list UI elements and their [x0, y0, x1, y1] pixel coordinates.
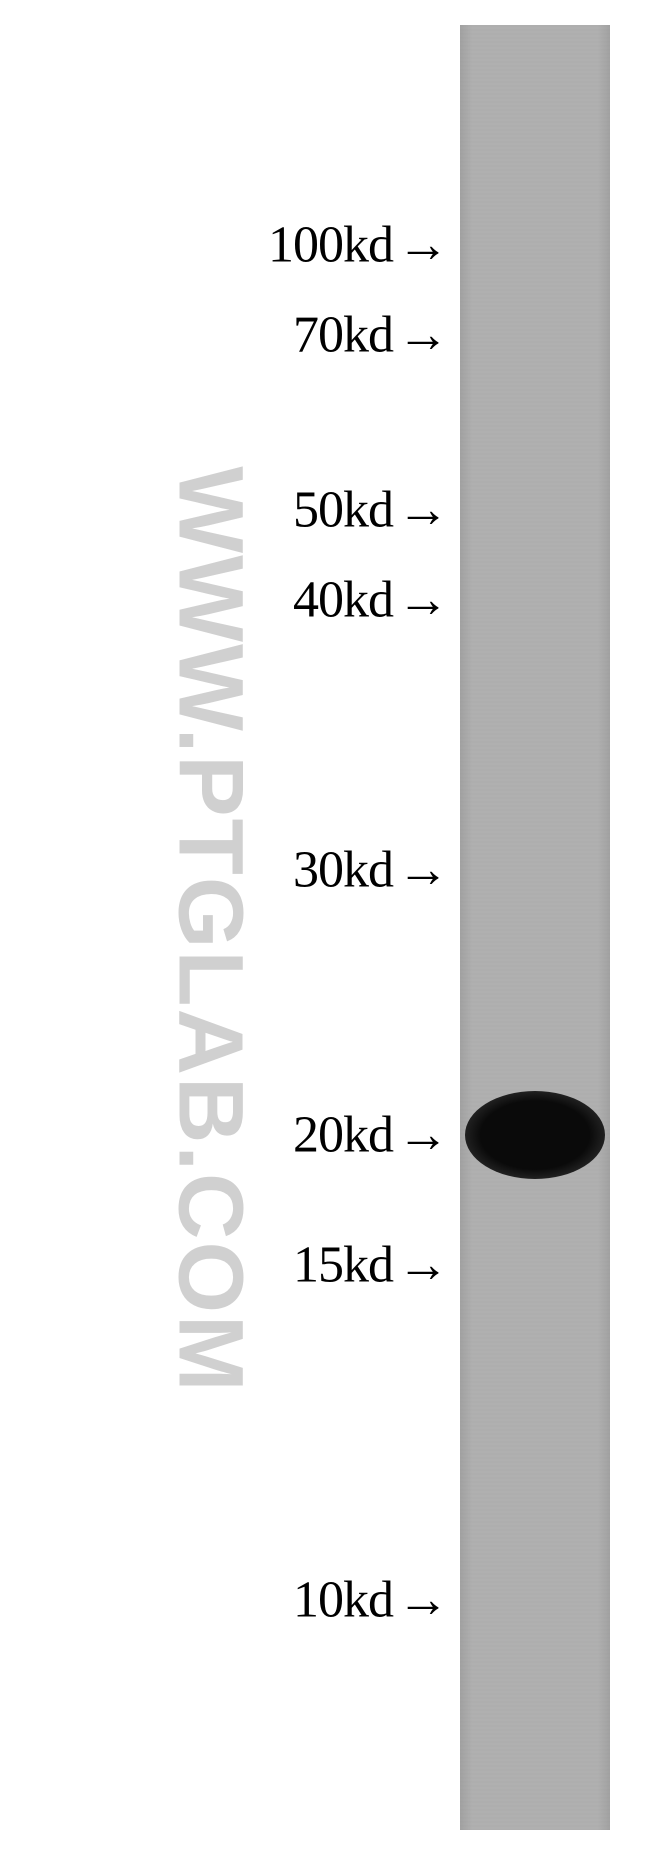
marker-label-40kd: 40kd→	[293, 571, 448, 630]
marker-text: 15kd	[293, 1237, 393, 1294]
blot-container: WWW.PTGLAB.COM 100kd→70kd→50kd→40kd→30kd…	[0, 0, 650, 1855]
arrow-icon: →	[397, 841, 448, 900]
marker-text: 50kd	[293, 482, 393, 539]
marker-text: 30kd	[293, 842, 393, 899]
arrow-icon: →	[397, 1106, 448, 1165]
arrow-icon: →	[397, 1571, 448, 1630]
marker-label-15kd: 15kd→	[293, 1236, 448, 1295]
marker-text: 100kd	[268, 217, 393, 274]
marker-text: 70kd	[293, 307, 393, 364]
marker-text: 20kd	[293, 1107, 393, 1164]
marker-text: 10kd	[293, 1572, 393, 1629]
marker-label-10kd: 10kd→	[293, 1571, 448, 1630]
marker-label-30kd: 30kd→	[293, 841, 448, 900]
marker-label-20kd: 20kd→	[293, 1106, 448, 1165]
arrow-icon: →	[397, 1236, 448, 1295]
marker-text: 40kd	[293, 572, 393, 629]
marker-label-70kd: 70kd→	[293, 306, 448, 365]
marker-label-50kd: 50kd→	[293, 481, 448, 540]
protein-band-0	[465, 1091, 605, 1179]
arrow-icon: →	[397, 306, 448, 365]
arrow-icon: →	[397, 481, 448, 540]
gel-lane	[460, 25, 610, 1830]
arrow-icon: →	[397, 216, 448, 275]
arrow-icon: →	[397, 571, 448, 630]
watermark-text: WWW.PTGLAB.COM	[158, 466, 263, 1393]
marker-label-100kd: 100kd→	[268, 216, 448, 275]
